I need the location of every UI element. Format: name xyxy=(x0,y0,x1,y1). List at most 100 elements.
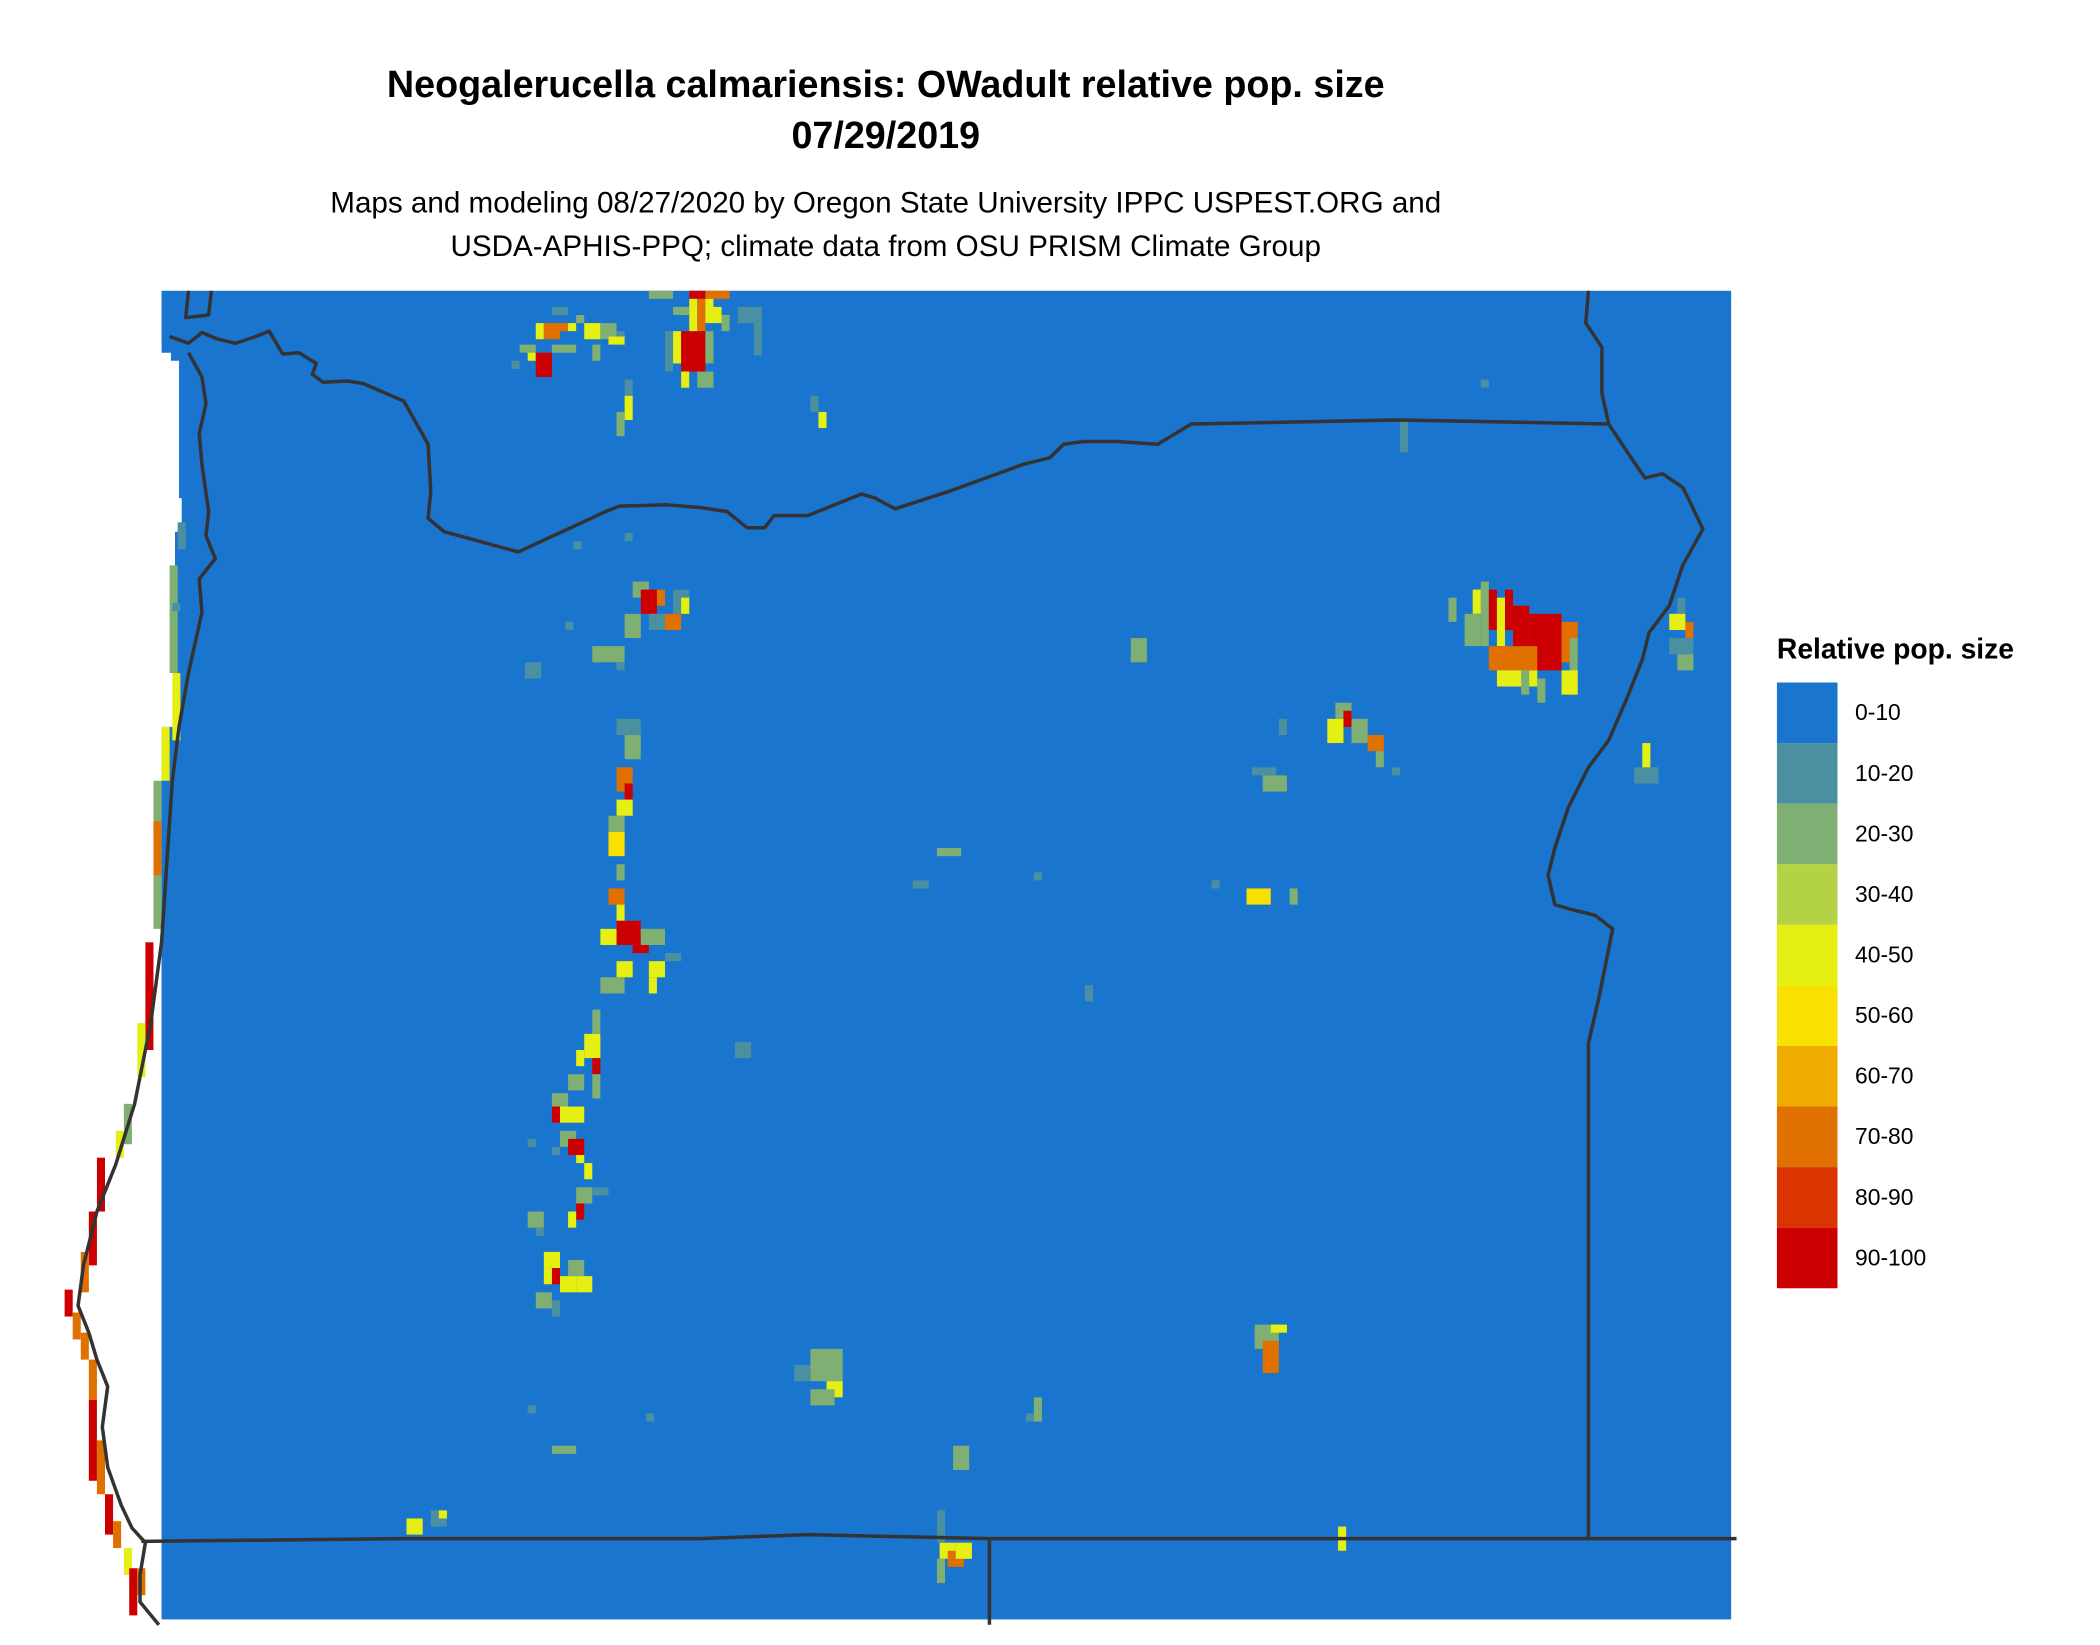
raster-cell xyxy=(624,379,633,396)
raster-cell xyxy=(1561,670,1578,695)
raster-cell xyxy=(1685,621,1694,639)
raster-cell xyxy=(600,323,617,340)
raster-cell xyxy=(600,977,625,994)
raster-cell xyxy=(608,888,625,905)
raster-cell xyxy=(616,662,625,671)
raster-cell xyxy=(646,1413,655,1422)
raster-cell xyxy=(721,315,730,332)
raster-cell xyxy=(616,718,641,735)
raster-cell xyxy=(576,1276,593,1293)
raster-cell xyxy=(818,411,827,429)
raster-cell xyxy=(810,395,819,412)
legend-swatch xyxy=(1776,682,1838,744)
raster-cell xyxy=(648,977,657,994)
raster-cell xyxy=(1351,718,1368,744)
raster-cell xyxy=(129,1568,138,1616)
raster-cell xyxy=(527,1405,536,1414)
raster-cell xyxy=(1569,638,1578,695)
raster-cell xyxy=(665,953,682,962)
raster-cell xyxy=(697,298,706,332)
raster-cell xyxy=(753,315,762,356)
raster-cell xyxy=(535,323,544,340)
raster-cell xyxy=(80,1332,89,1360)
raster-cell xyxy=(673,306,690,315)
raster-cell xyxy=(573,541,582,550)
raster-cell xyxy=(616,864,625,881)
raster-cell xyxy=(527,1211,544,1228)
raster-cell xyxy=(1669,638,1694,655)
raster-cell xyxy=(592,646,625,663)
raster-cell xyxy=(519,344,536,353)
raster-cell xyxy=(681,371,690,388)
raster-cell xyxy=(936,1558,945,1584)
raster-cell xyxy=(169,565,178,674)
legend-swatch xyxy=(1776,1045,1838,1107)
raster-cell xyxy=(705,298,714,324)
raster-cell xyxy=(1367,735,1384,752)
raster-cell xyxy=(551,344,577,353)
legend-swatch xyxy=(1776,1167,1838,1228)
legend-swatch xyxy=(1776,985,1838,1046)
raster-cell xyxy=(592,1074,601,1099)
raster-cell xyxy=(1025,1413,1034,1422)
raster-cell xyxy=(1343,710,1352,727)
columbia-river-border xyxy=(169,329,1705,1539)
raster-cell xyxy=(527,352,536,361)
raster-cell xyxy=(640,589,657,614)
raster-cell xyxy=(576,1050,585,1067)
raster-cell xyxy=(551,1146,560,1155)
raster-cell xyxy=(953,1445,970,1470)
raster-cell xyxy=(1464,613,1481,647)
raster-cell xyxy=(153,875,162,929)
raster-cell xyxy=(1448,597,1457,622)
raster-cell xyxy=(1669,613,1686,630)
raster-cell xyxy=(955,1542,972,1559)
map-title: Neogalerucella calmariensis: OWadult rel… xyxy=(387,63,1385,105)
raster-cell xyxy=(584,1163,593,1180)
raster-cell xyxy=(1033,872,1042,881)
raster-cell xyxy=(608,831,625,857)
raster-cell xyxy=(535,352,552,377)
raster-cell xyxy=(648,961,665,978)
raster-cell xyxy=(172,603,181,612)
legend-swatch xyxy=(1776,743,1838,804)
legend-label: 90-100 xyxy=(1855,1244,1926,1270)
raster-cell xyxy=(1130,638,1147,663)
raster-cell xyxy=(511,360,520,369)
raster-cell xyxy=(1505,589,1514,630)
raster-cell xyxy=(616,411,625,437)
legend-label: 20-30 xyxy=(1855,820,1914,846)
raster-cell xyxy=(543,1268,552,1285)
legend-swatch xyxy=(1776,1106,1838,1168)
raster-cell xyxy=(1488,646,1538,671)
legend-label: 60-70 xyxy=(1855,1063,1914,1089)
legend-label: 80-90 xyxy=(1855,1184,1914,1210)
legend-swatch xyxy=(1776,803,1838,865)
raster-cell xyxy=(1400,420,1409,453)
raster-cell xyxy=(794,1365,811,1382)
raster-cell xyxy=(560,1106,585,1123)
no-data-area xyxy=(0,336,182,1623)
raster-cell xyxy=(551,1106,560,1123)
raster-cell xyxy=(689,290,706,299)
raster-cell xyxy=(810,1348,843,1382)
raster-cell xyxy=(616,904,625,921)
raster-cell xyxy=(624,783,633,800)
raster-cell xyxy=(96,1440,105,1495)
raster-cell xyxy=(161,726,170,781)
legend-swatch xyxy=(1776,1227,1838,1289)
state-borders xyxy=(76,290,1737,1626)
raster-cell xyxy=(584,323,601,340)
raster-cell xyxy=(1480,379,1489,388)
map-subtitle-1: Maps and modeling 08/27/2020 by Oregon S… xyxy=(330,187,1441,220)
raster-cell xyxy=(576,1187,593,1204)
raster-cell xyxy=(1327,718,1344,744)
raster-cell xyxy=(560,1276,577,1293)
raster-cell xyxy=(568,1260,585,1277)
legend-swatch xyxy=(1776,924,1838,986)
raster-cell xyxy=(1211,880,1220,889)
raster-cell xyxy=(568,323,577,332)
raster-cell xyxy=(1480,581,1489,647)
raster-cell xyxy=(1496,597,1505,647)
